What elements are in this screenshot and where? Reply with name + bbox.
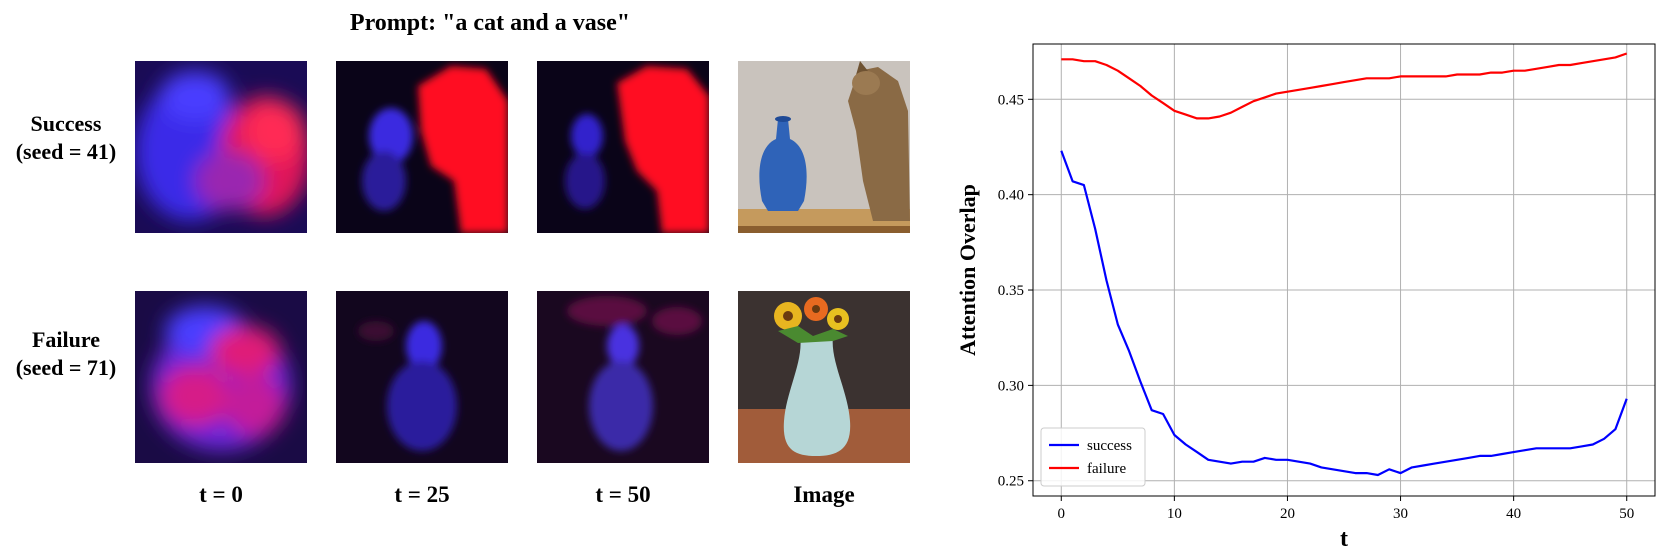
row-label-failure: Failure (seed = 71) bbox=[0, 326, 132, 382]
row-label-line2: (seed = 71) bbox=[15, 355, 117, 380]
axis-ticks: 0 10 20 30 40 50 0.25 0.30 0.35 0.40 0.45 bbox=[998, 92, 1634, 522]
y-axis-label: Attention Overlap bbox=[955, 184, 980, 356]
row-label-line1: Success bbox=[30, 111, 102, 136]
column-label-image: Image bbox=[793, 482, 855, 507]
x-tick-label: 20 bbox=[1280, 506, 1295, 522]
series-lines bbox=[1060, 52, 1628, 477]
x-tick-label: 10 bbox=[1167, 506, 1182, 522]
attention-map-image bbox=[537, 291, 709, 463]
grid-lines bbox=[1033, 44, 1655, 496]
attention-map-failure-t0 bbox=[135, 291, 307, 463]
figure-title: Prompt: "a cat and a vase" bbox=[349, 10, 631, 36]
attention-map-success-t50 bbox=[537, 61, 709, 233]
y-tick-label: 0.45 bbox=[998, 92, 1024, 108]
x-tick-label: 40 bbox=[1506, 506, 1521, 522]
attention-map-image bbox=[336, 291, 508, 463]
attention-map-image bbox=[336, 61, 508, 233]
attention-map-success-t25 bbox=[336, 61, 508, 233]
legend-box bbox=[1040, 427, 1146, 487]
column-label-t50: t = 50 bbox=[595, 482, 651, 507]
column-label-t0: t = 0 bbox=[199, 482, 243, 507]
attention-overlap-chart: 0 10 20 30 40 50 0.25 0.30 0.35 0.40 0.45 t Attent… bbox=[955, 43, 1656, 552]
cat-and-vase-image bbox=[738, 61, 910, 233]
y-tick-label: 0.25 bbox=[998, 474, 1024, 490]
x-tick-label: 50 bbox=[1619, 506, 1634, 522]
x-axis-label: t bbox=[1340, 526, 1348, 552]
attention-map-image bbox=[135, 61, 307, 233]
column-label-t25: t = 25 bbox=[394, 482, 450, 507]
attention-map-image bbox=[537, 61, 709, 233]
y-tick-label: 0.30 bbox=[998, 378, 1024, 394]
x-tick-label: 0 bbox=[1058, 506, 1066, 522]
series-line-failure bbox=[1061, 52, 1628, 120]
row-label-line1: Failure bbox=[31, 327, 101, 352]
x-tick-label: 30 bbox=[1393, 506, 1408, 522]
legend: success failure bbox=[1040, 427, 1146, 487]
generated-image-failure bbox=[738, 291, 910, 463]
attention-map-failure-t25 bbox=[336, 291, 508, 463]
y-tick-label: 0.40 bbox=[998, 188, 1024, 204]
plot-frame bbox=[1032, 43, 1656, 497]
y-tick-label: 0.35 bbox=[998, 283, 1024, 299]
attention-map-image bbox=[135, 291, 307, 463]
legend-label-success: success bbox=[1087, 438, 1132, 454]
generated-image-success bbox=[738, 61, 910, 233]
legend-label-failure: failure bbox=[1087, 461, 1126, 477]
attention-map-success-t0 bbox=[135, 61, 307, 233]
row-label-success: Success (seed = 41) bbox=[0, 110, 132, 166]
attention-map-failure-t50 bbox=[537, 291, 709, 463]
series-line-success bbox=[1060, 150, 1628, 477]
vase-with-flowers-image bbox=[738, 291, 910, 463]
row-label-line2: (seed = 41) bbox=[15, 139, 117, 164]
